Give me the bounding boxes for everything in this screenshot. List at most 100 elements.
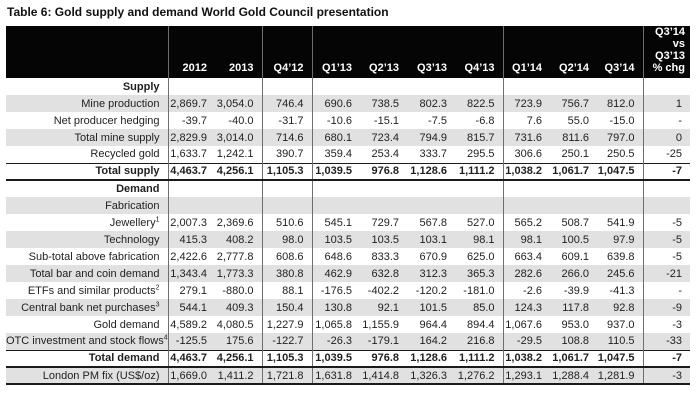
- row-label: Recycled gold: [6, 146, 169, 163]
- value-cell: [360, 180, 407, 197]
- pct-change-cell: -3: [672, 318, 682, 331]
- pct-change-cell: -7: [643, 162, 690, 181]
- value-cell: 690.6: [312, 95, 360, 112]
- value-cell: 976.8: [360, 349, 407, 368]
- value-cell: 527.0: [455, 214, 504, 231]
- value-cell: 1,039.5: [312, 349, 360, 368]
- value-cell: 565.2: [514, 216, 542, 229]
- value-cell: 1,411.2: [215, 367, 263, 384]
- row-label: Total bar and coin demand: [6, 265, 169, 282]
- value-cell: 1,631.8: [312, 367, 360, 384]
- value-cell: 7.6: [526, 114, 542, 127]
- value-cell: 639.8: [597, 248, 644, 265]
- value-cell: [455, 180, 504, 197]
- column-header-line: % chg: [652, 62, 685, 74]
- row-label-header: [6, 26, 169, 78]
- table-header: 2012 2013 Q4’12 Q1’13 Q2’13 Q3’13 Q4’13 Q1’14 Q2…: [6, 26, 690, 78]
- value-cell: [597, 197, 644, 214]
- value-cell: 1,038.2: [503, 162, 550, 181]
- value-cell: 1,067.6: [505, 318, 542, 331]
- table-row: Technology 415.3 408.2 98.0 103.5 103.5 103.1 9…: [6, 231, 690, 248]
- row-label: London PM fix (US$/oz): [6, 367, 169, 384]
- value-cell: 729.7: [371, 216, 399, 229]
- value-cell: 92.1: [360, 299, 407, 316]
- value-cell: 670.9: [419, 250, 447, 263]
- pct-change-cell: -: [678, 114, 682, 127]
- value-cell: -880.0: [215, 282, 263, 299]
- value-cell: 103.5: [312, 231, 360, 248]
- value-cell: 100.5: [550, 231, 597, 248]
- value-cell: [262, 78, 313, 95]
- value-cell: 306.6: [514, 148, 542, 161]
- value-cell: -179.1: [360, 333, 407, 350]
- value-cell: 1,281.9: [597, 367, 644, 384]
- value-cell: 150.4: [262, 299, 313, 316]
- value-cell: 266.0: [550, 265, 597, 282]
- row-label: Sub-total above fabrication: [6, 248, 169, 265]
- value-cell: 3,054.0: [215, 95, 263, 112]
- value-cell: 1,111.2: [455, 162, 504, 181]
- pct-change-cell: [643, 180, 690, 197]
- value-cell: 894.4: [455, 316, 504, 333]
- value-cell: 1,276.2: [455, 367, 504, 384]
- row-label: Total demand: [6, 349, 169, 368]
- value-cell: [168, 78, 215, 95]
- value-cell: 797.0: [597, 129, 644, 146]
- value-cell: [407, 78, 455, 95]
- row-label: ETFs and similar products2: [6, 282, 169, 299]
- footnote-marker: 2: [155, 283, 160, 291]
- value-cell: 98.0: [262, 231, 313, 248]
- value-cell: 103.1: [407, 231, 455, 248]
- table-row: London PM fix (US$/oz) 1,669.0 1,411.2 1,72…: [6, 367, 690, 384]
- value-cell: -2.6: [523, 284, 542, 297]
- column-header: 2012: [168, 26, 215, 78]
- value-cell: [550, 78, 597, 95]
- value-cell: 1,128.6: [407, 162, 455, 181]
- table-row: Net producer hedging -39.7 -40.0 -31.7 -10.6…: [6, 112, 690, 129]
- column-header: Q2’13: [360, 26, 407, 78]
- table-row: Central bank net purchases3 544.1 409.3 150…: [6, 299, 690, 316]
- value-cell: [550, 180, 597, 197]
- pct-change-cell: [643, 197, 690, 214]
- value-cell: 250.5: [597, 146, 644, 163]
- pct-change-cell: -5: [643, 231, 690, 248]
- value-cell: [455, 197, 504, 214]
- value-cell: -122.7: [262, 333, 313, 350]
- value-cell: 731.6: [503, 129, 550, 146]
- value-cell: [503, 197, 550, 214]
- value-cell: 1,047.5: [597, 349, 644, 368]
- value-cell: -181.0: [455, 282, 504, 299]
- value-cell: 415.3: [168, 231, 215, 248]
- value-cell: 964.4: [419, 318, 447, 331]
- value-cell: 2,422.6: [170, 250, 207, 263]
- row-label: OTC investment and stock flows4: [6, 333, 169, 350]
- row-label: Technology: [6, 231, 169, 248]
- value-cell: 625.0: [455, 248, 504, 265]
- value-cell: [312, 78, 360, 95]
- row-label: Total mine supply: [6, 129, 169, 146]
- value-cell: 1,293.1: [503, 367, 550, 384]
- value-cell: [360, 78, 407, 95]
- value-cell: -41.3: [597, 282, 644, 299]
- pct-change-cell: -7: [643, 349, 690, 368]
- column-header-pct-change: Q3’14 vs Q3’13% chg: [643, 26, 690, 78]
- value-cell: 97.9: [597, 231, 644, 248]
- value-cell: 1,111.2: [455, 349, 504, 368]
- value-cell: [312, 180, 360, 197]
- value-cell: [312, 197, 360, 214]
- value-cell: 462.9: [312, 265, 360, 282]
- row-label: Central bank net purchases3: [6, 299, 169, 316]
- value-cell: -40.0: [215, 112, 263, 129]
- footnote-marker: 3: [155, 300, 160, 308]
- value-cell: 541.9: [597, 214, 644, 231]
- column-header: Q1’14: [503, 26, 550, 78]
- value-cell: 937.0: [597, 316, 644, 333]
- value-cell: 567.8: [419, 216, 447, 229]
- value-cell: 4,256.1: [215, 349, 263, 368]
- value-cell: 380.8: [262, 265, 313, 282]
- value-cell: 98.1: [503, 231, 550, 248]
- value-cell: 723.4: [360, 129, 407, 146]
- value-cell: 1,343.4: [168, 265, 215, 282]
- value-cell: 1,721.8: [262, 367, 313, 384]
- row-label: Jewellery1: [6, 214, 169, 231]
